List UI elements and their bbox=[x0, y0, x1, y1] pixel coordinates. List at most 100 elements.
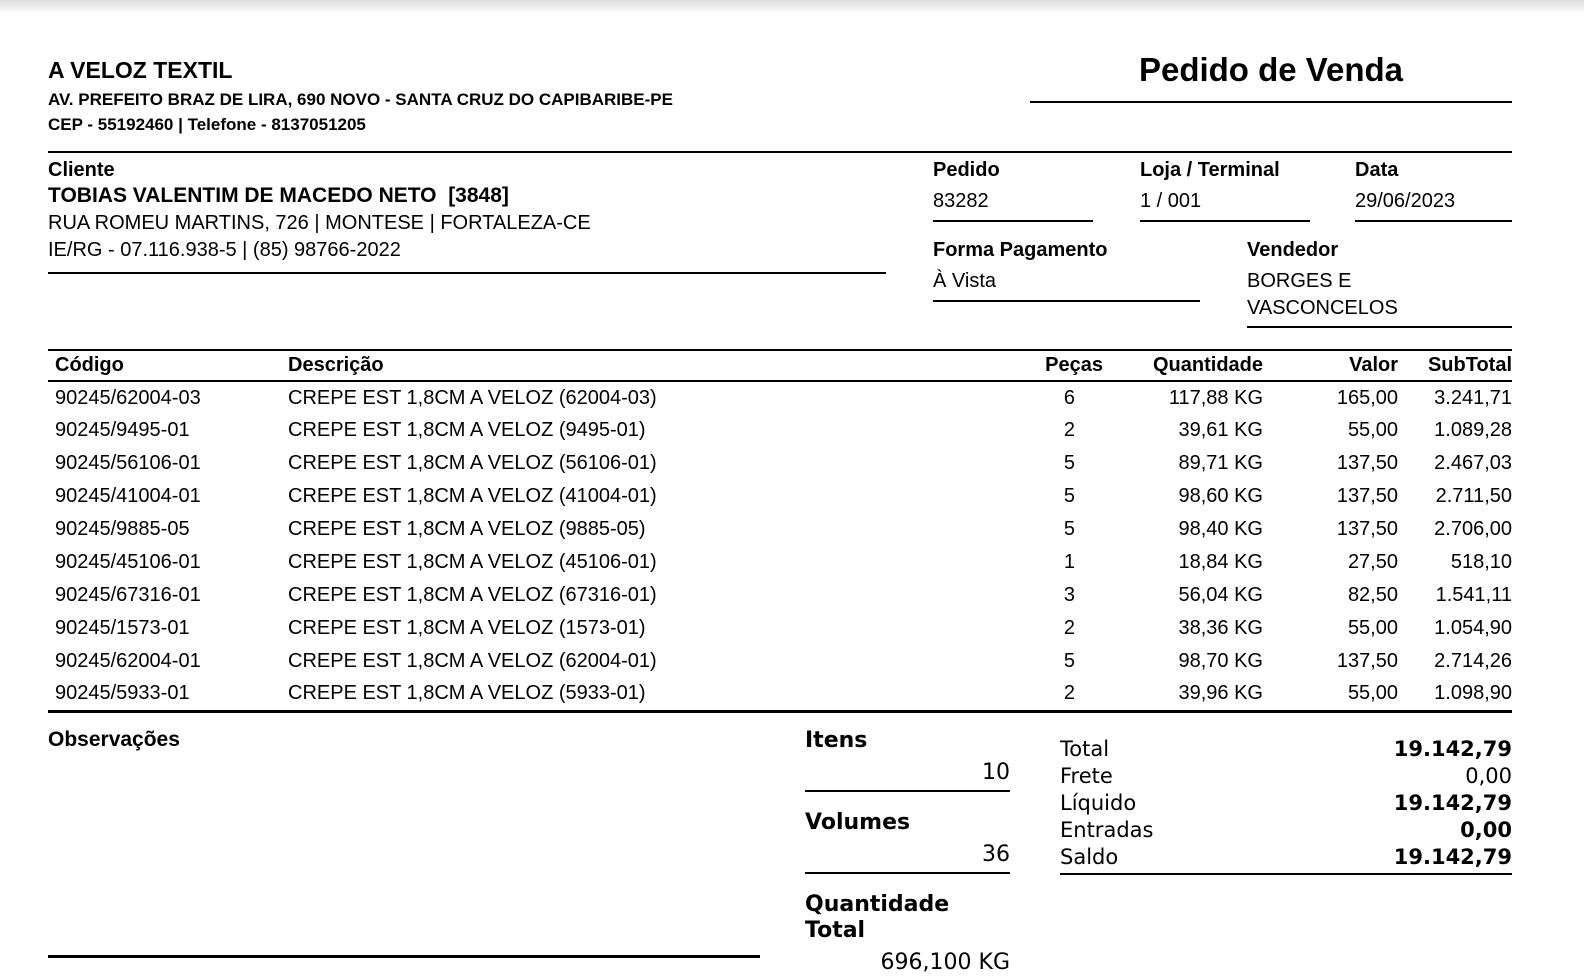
total-row: Total 19.142,79 bbox=[1060, 736, 1512, 763]
cell-pecas: 5 bbox=[1063, 518, 1075, 540]
cell-codigo: 90245/45106-01 bbox=[55, 551, 201, 573]
cell-valor: 137,50 bbox=[1336, 650, 1398, 672]
total-row: Líquido 19.142,79 bbox=[1060, 790, 1512, 817]
store-terminal-label: Loja / Terminal bbox=[1140, 159, 1280, 181]
cell-pecas: 2 bbox=[1063, 682, 1075, 705]
total-row: Frete 0,00 bbox=[1060, 763, 1512, 790]
payment-method-field: Forma Pagamento À Vista bbox=[933, 238, 1200, 302]
cell-codigo: 90245/62004-01 bbox=[55, 650, 201, 672]
store-terminal-field: Loja / Terminal 1 / 001 bbox=[1140, 158, 1310, 222]
items-count-field: Itens 10 bbox=[805, 728, 1010, 792]
table-row: 90245/45106-01 CREPE EST 1,8CM A VELOZ (… bbox=[48, 546, 1512, 579]
cell-codigo: 90245/9495-01 bbox=[55, 419, 190, 441]
items-count-value: 10 bbox=[982, 760, 1010, 785]
cell-subtotal: 1.541,11 bbox=[1435, 584, 1512, 606]
cell-quantidade: 117,88 KG bbox=[1168, 386, 1263, 409]
cell-subtotal: 3.241,71 bbox=[1434, 386, 1512, 409]
total-row-value: 0,00 bbox=[1460, 818, 1512, 842]
table-row: 90245/41004-01 CREPE EST 1,8CM A VELOZ (… bbox=[48, 480, 1512, 513]
company-address: AV. PREFEITO BRAZ DE LIRA, 690 NOVO - SA… bbox=[48, 90, 673, 109]
cell-valor: 55,00 bbox=[1347, 682, 1398, 705]
column-header-codigo: Código bbox=[55, 354, 124, 376]
total-row: Saldo 19.142,79 bbox=[1060, 844, 1512, 871]
table-row: 90245/1573-01 CREPE EST 1,8CM A VELOZ (1… bbox=[48, 612, 1512, 645]
cell-subtotal: 2.706,00 bbox=[1434, 518, 1512, 540]
cell-subtotal: 2.714,26 bbox=[1434, 650, 1512, 672]
cell-descricao: CREPE EST 1,8CM A VELOZ (41004-01) bbox=[288, 485, 657, 507]
cell-subtotal: 1.054,90 bbox=[1434, 617, 1512, 639]
table-row: 90245/67316-01 CREPE EST 1,8CM A VELOZ (… bbox=[48, 579, 1512, 612]
total-row-value: 19.142,79 bbox=[1393, 845, 1512, 869]
total-quantity-value: 696,100 KG bbox=[880, 950, 1010, 975]
total-row-label: Saldo bbox=[1060, 845, 1119, 869]
company-header: A VELOZ TEXTIL AV. PREFEITO BRAZ DE LIRA… bbox=[48, 56, 673, 139]
cell-quantidade: 98,40 KG bbox=[1178, 518, 1263, 540]
cell-quantidade: 89,71 KG bbox=[1178, 452, 1263, 474]
cell-quantidade: 56,04 KG bbox=[1178, 584, 1263, 606]
store-terminal-value: 1 / 001 bbox=[1140, 190, 1202, 212]
items-count-label: Itens bbox=[805, 728, 868, 753]
table-row: 90245/62004-01 CREPE EST 1,8CM A VELOZ (… bbox=[48, 645, 1512, 678]
observations-underline bbox=[48, 955, 760, 958]
table-row: 90245/56106-01 CREPE EST 1,8CM A VELOZ (… bbox=[48, 447, 1512, 480]
cell-codigo: 90245/62004-03 bbox=[55, 386, 201, 409]
company-name: A VELOZ TEXTIL bbox=[48, 57, 233, 83]
cell-quantidade: 98,60 KG bbox=[1178, 485, 1263, 507]
date-label: Data bbox=[1355, 159, 1399, 181]
cell-descricao: CREPE EST 1,8CM A VELOZ (62004-03) bbox=[288, 386, 657, 409]
cell-quantidade: 39,61 KG bbox=[1178, 419, 1263, 441]
cell-valor: 137,50 bbox=[1336, 518, 1398, 540]
header-row: Código Descrição Peças Quantidade Valor … bbox=[48, 350, 1512, 381]
client-ie-rg: IE/RG - 07.116.938-5 | (85) 98766-2022 bbox=[48, 239, 401, 261]
salesperson-value: BORGES E VASCONCELOS bbox=[1247, 270, 1398, 319]
cell-subtotal: 518,10 bbox=[1450, 551, 1512, 573]
cell-valor: 165,00 bbox=[1336, 386, 1398, 409]
cell-valor: 55,00 bbox=[1347, 419, 1398, 441]
table-row: 90245/9885-05 CREPE EST 1,8CM A VELOZ (9… bbox=[48, 513, 1512, 546]
cell-descricao: CREPE EST 1,8CM A VELOZ (67316-01) bbox=[288, 584, 657, 606]
cell-pecas: 6 bbox=[1063, 386, 1075, 409]
cell-valor: 27,50 bbox=[1347, 551, 1398, 573]
cell-descricao: CREPE EST 1,8CM A VELOZ (9495-01) bbox=[288, 419, 646, 441]
total-quantity-field: Quantidade Total 696,100 KG bbox=[805, 892, 1010, 976]
client-block: Cliente TOBIAS VALENTIM DE MACEDO NETO [… bbox=[48, 158, 886, 274]
cell-quantidade: 38,36 KG bbox=[1178, 617, 1263, 639]
cell-descricao: CREPE EST 1,8CM A VELOZ (1573-01) bbox=[288, 617, 646, 639]
cell-codigo: 90245/67316-01 bbox=[55, 584, 201, 606]
cell-codigo: 90245/56106-01 bbox=[55, 452, 201, 474]
total-row-label: Líquido bbox=[1060, 791, 1137, 815]
cell-codigo: 90245/1573-01 bbox=[55, 617, 190, 639]
date-field: Data 29/06/2023 bbox=[1355, 158, 1512, 222]
cell-subtotal: 1.089,28 bbox=[1434, 419, 1512, 441]
column-header-valor: Valor bbox=[1349, 354, 1398, 376]
column-header-descricao: Descrição bbox=[288, 354, 384, 376]
payment-method-label: Forma Pagamento bbox=[933, 239, 1108, 261]
order-number-value: 83282 bbox=[933, 190, 989, 212]
salesperson-label: Vendedor bbox=[1247, 239, 1339, 261]
total-row-value: 0,00 bbox=[1465, 764, 1512, 788]
column-header-quantidade: Quantidade bbox=[1152, 354, 1263, 376]
client-label: Cliente bbox=[48, 159, 115, 181]
volumes-field: Volumes 36 bbox=[805, 810, 1010, 874]
cell-pecas: 5 bbox=[1063, 452, 1075, 474]
total-row-label: Total bbox=[1060, 737, 1110, 761]
client-name: TOBIAS VALENTIM DE MACEDO NETO [3848] bbox=[48, 184, 509, 207]
cell-quantidade: 98,70 KG bbox=[1178, 650, 1263, 672]
cell-descricao: CREPE EST 1,8CM A VELOZ (62004-01) bbox=[288, 650, 657, 672]
cell-codigo: 90245/9885-05 bbox=[55, 518, 190, 540]
total-row-value: 19.142,79 bbox=[1393, 791, 1512, 815]
totals-block: Total 19.142,79 Frete 0,00 Líquido 19.14… bbox=[1060, 736, 1512, 875]
items-table-body: 90245/62004-03 CREPE EST 1,8CM A VELOZ (… bbox=[48, 381, 1512, 711]
total-row-value: 19.142,79 bbox=[1393, 737, 1512, 761]
items-table: Código Descrição Peças Quantidade Valor … bbox=[48, 349, 1512, 713]
cell-subtotal: 2.711,50 bbox=[1435, 485, 1512, 507]
table-row: 90245/62004-03 CREPE EST 1,8CM A VELOZ (… bbox=[48, 381, 1512, 414]
total-quantity-label: Quantidade Total bbox=[805, 892, 950, 943]
cell-descricao: CREPE EST 1,8CM A VELOZ (5933-01) bbox=[288, 682, 646, 705]
salesperson-field: Vendedor BORGES E VASCONCELOS bbox=[1247, 238, 1512, 328]
cell-pecas: 5 bbox=[1063, 485, 1075, 507]
cell-codigo: 90245/41004-01 bbox=[55, 485, 201, 507]
volumes-value: 36 bbox=[982, 842, 1010, 867]
cell-pecas: 1 bbox=[1063, 551, 1075, 573]
cell-valor: 137,50 bbox=[1336, 452, 1398, 474]
